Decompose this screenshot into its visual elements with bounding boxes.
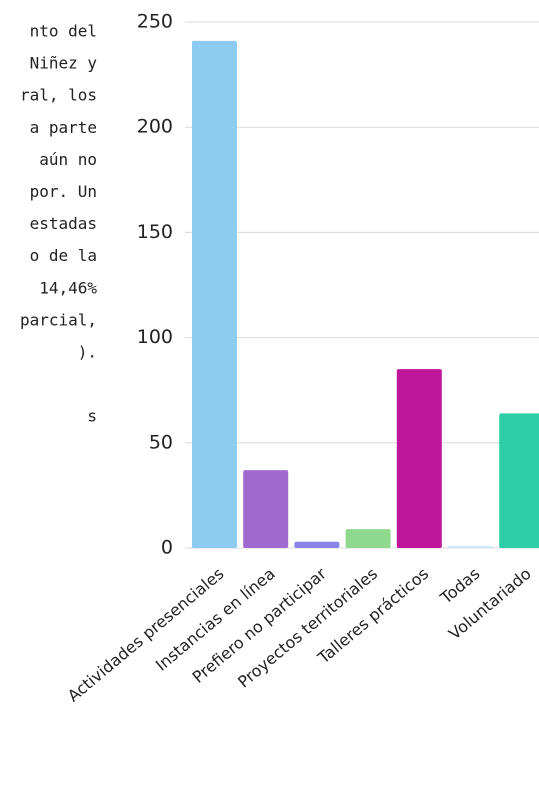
y-tick-label: 150 xyxy=(137,221,173,243)
bar xyxy=(243,470,289,548)
paragraph-line: s xyxy=(87,407,97,426)
bar xyxy=(396,369,442,548)
paragraph-line: Niñez y xyxy=(30,54,98,73)
paragraph-line: aún no xyxy=(39,150,97,169)
y-tick-label: 100 xyxy=(137,326,173,348)
paragraph-line: a parte xyxy=(30,118,97,137)
bar xyxy=(448,545,493,548)
y-tick-label: 250 xyxy=(137,11,173,33)
bar xyxy=(345,529,391,548)
y-tick-label: 50 xyxy=(149,431,173,453)
paragraph-line: o de la xyxy=(30,246,97,265)
paragraph-line: por. Un xyxy=(30,182,97,201)
paragraph-line: ). xyxy=(78,343,97,362)
paragraph-line: estadas xyxy=(30,214,97,233)
y-tick-label: 0 xyxy=(161,537,173,559)
paragraph-line: parcial, xyxy=(20,310,97,329)
bar xyxy=(499,413,539,548)
paragraph-line: nto del xyxy=(30,22,97,41)
paragraph-line: 14,46% xyxy=(39,278,97,297)
bar xyxy=(192,40,237,548)
y-tick-label: 200 xyxy=(137,116,173,138)
bar xyxy=(294,541,340,548)
paragraph-line: ral, los xyxy=(20,86,97,105)
